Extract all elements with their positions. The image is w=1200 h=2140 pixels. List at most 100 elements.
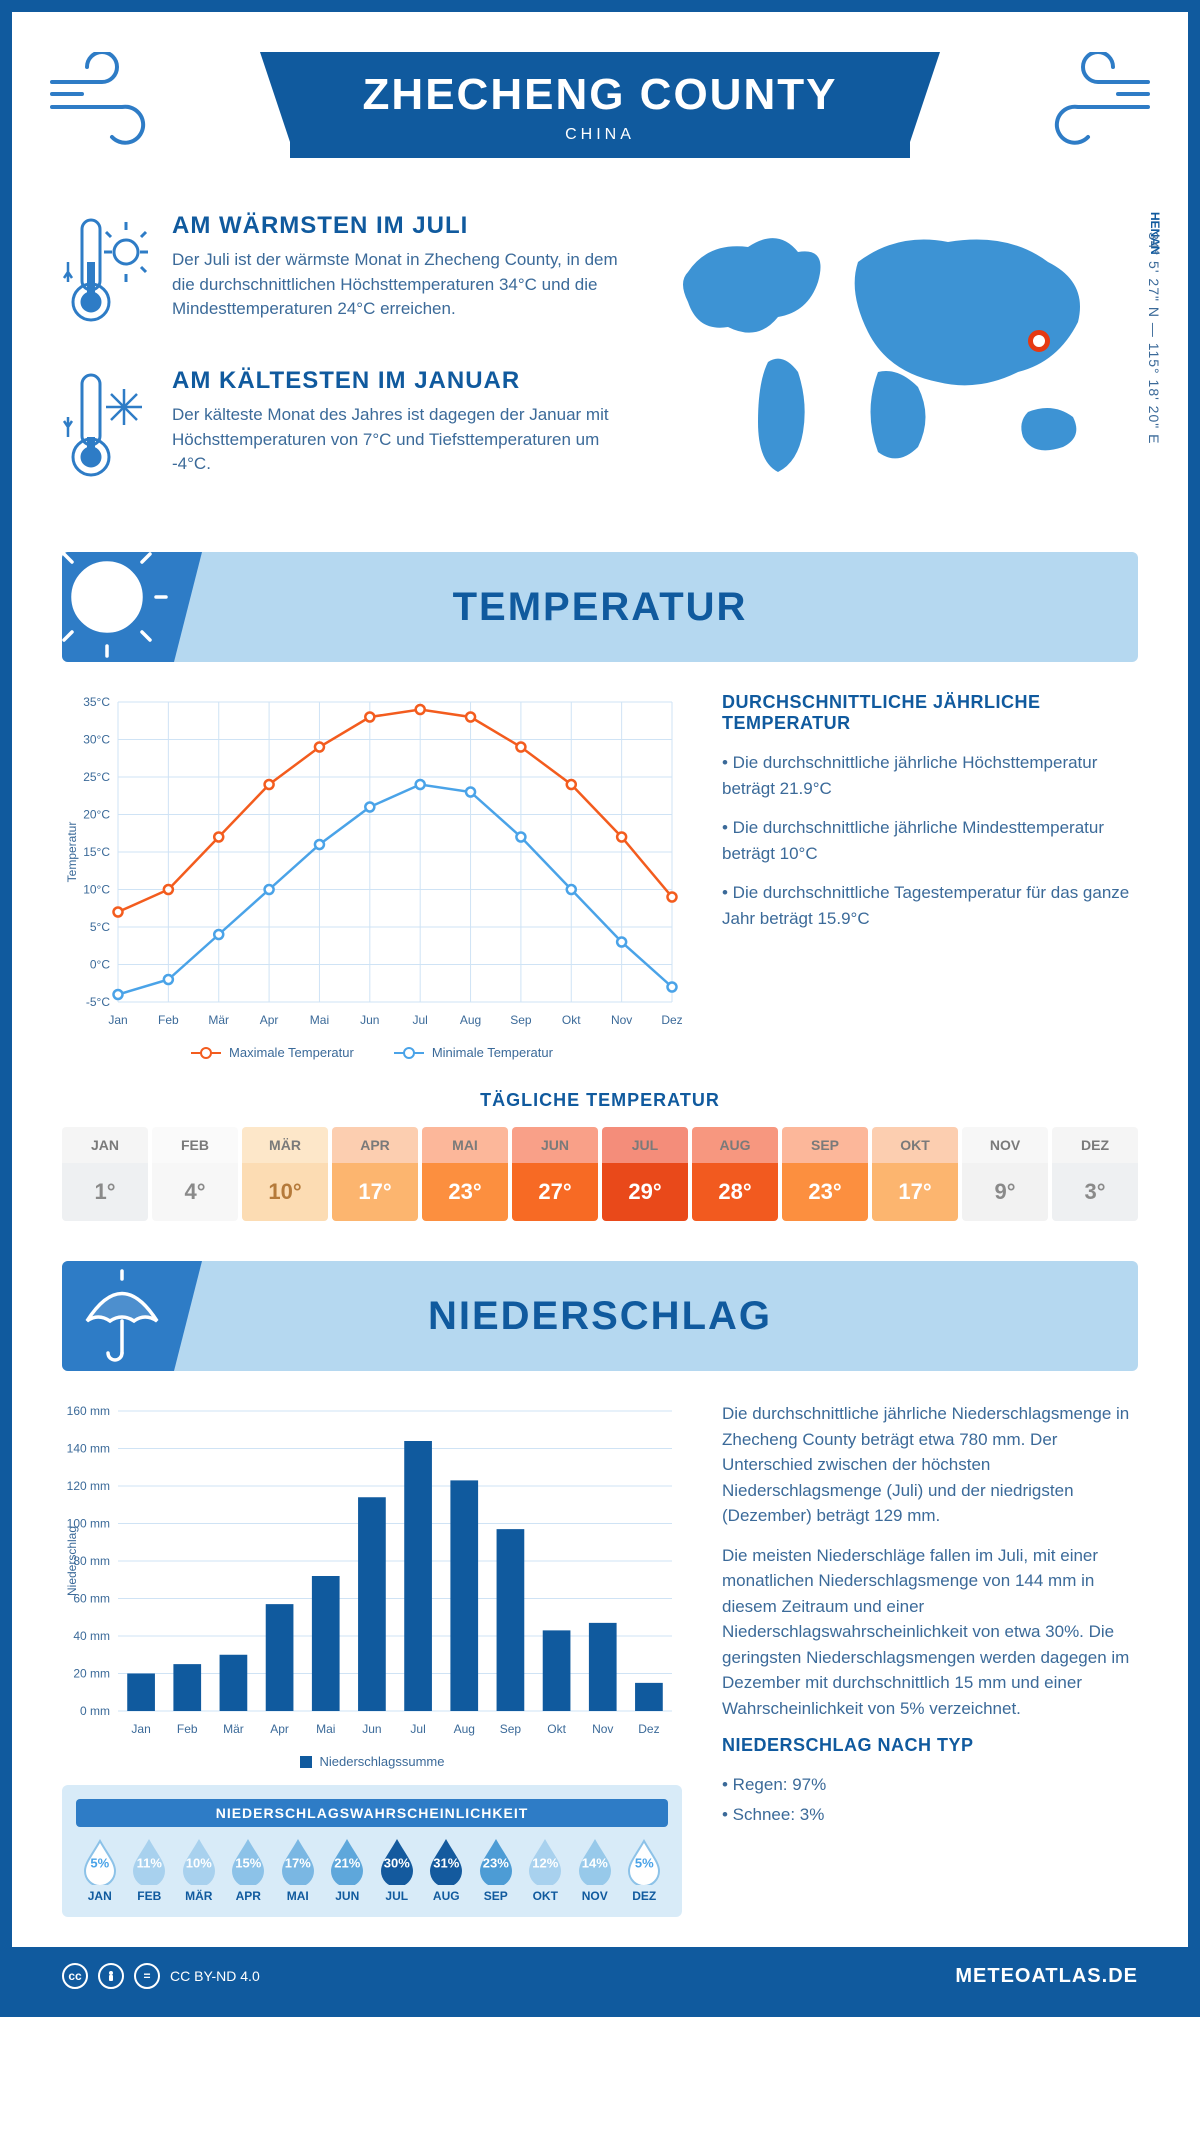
temperature-bullet: • Die durchschnittliche jährliche Mindes…	[722, 815, 1138, 866]
precip-type-title: NIEDERSCHLAG NACH TYP	[722, 1735, 1138, 1756]
temp-table-cell: JAN 1°	[62, 1127, 148, 1221]
warmest-block: AM WÄRMSTEN IM JULI Der Juli ist der wär…	[62, 212, 618, 337]
temp-table-cell: AUG 28°	[692, 1127, 778, 1221]
precip-drop: 5% JAN	[76, 1839, 124, 1903]
svg-text:Nov: Nov	[611, 1013, 632, 1027]
precipitation-chart-svg: 0 mm20 mm40 mm60 mm80 mm100 mm120 mm140 …	[62, 1401, 682, 1741]
temperature-heading: TEMPERATUR	[453, 585, 748, 630]
svg-text:Okt: Okt	[562, 1013, 581, 1027]
svg-text:40 mm: 40 mm	[73, 1629, 110, 1643]
svg-text:Temperatur: Temperatur	[65, 822, 79, 883]
precip-drop: 21% JUN	[324, 1839, 372, 1903]
svg-text:Apr: Apr	[270, 1722, 289, 1736]
precip-drop: 23% SEP	[472, 1839, 520, 1903]
svg-text:160 mm: 160 mm	[67, 1404, 110, 1418]
page-title: ZHECHENG COUNTY	[290, 70, 910, 120]
svg-text:Niederschlag: Niederschlag	[65, 1526, 79, 1596]
svg-text:Mai: Mai	[316, 1722, 335, 1736]
precip-drop: 30% JUL	[373, 1839, 421, 1903]
temperature-summary-title: DURCHSCHNITTLICHE JÄHRLICHE TEMPERATUR	[722, 692, 1138, 734]
thermometer-cold-icon	[62, 367, 152, 492]
svg-text:25°C: 25°C	[83, 770, 110, 784]
world-map	[658, 212, 1138, 492]
precip-prob-title: NIEDERSCHLAGSWAHRSCHEINLICHKEIT	[76, 1799, 668, 1827]
svg-text:Mai: Mai	[310, 1013, 329, 1027]
warmest-title: AM WÄRMSTEN IM JULI	[172, 212, 618, 240]
temp-table-cell: NOV 9°	[962, 1127, 1048, 1221]
svg-text:Dez: Dez	[638, 1722, 659, 1736]
precipitation-legend: Niederschlagssumme	[62, 1754, 682, 1769]
intro-text-column: AM WÄRMSTEN IM JULI Der Juli ist der wär…	[62, 212, 618, 522]
umbrella-icon	[62, 1261, 202, 1371]
svg-text:20 mm: 20 mm	[73, 1667, 110, 1681]
temp-table-cell: FEB 4°	[152, 1127, 238, 1221]
page-subtitle: CHINA	[290, 126, 910, 144]
daily-temp-title: TÄGLICHE TEMPERATUR	[62, 1090, 1138, 1111]
temp-table-cell: APR 17°	[332, 1127, 418, 1221]
footer: cc = CC BY-ND 4.0 METEOATLAS.DE	[12, 1947, 1188, 2005]
by-icon	[98, 1963, 124, 1989]
legend-max: Maximale Temperatur	[229, 1045, 354, 1060]
svg-text:Sep: Sep	[500, 1722, 522, 1736]
temperature-legend: Maximale Temperatur Minimale Temperatur	[62, 1045, 682, 1060]
temp-table-cell: MÄR 10°	[242, 1127, 328, 1221]
temperature-section-header: TEMPERATUR	[62, 552, 1138, 662]
svg-text:Aug: Aug	[454, 1722, 475, 1736]
svg-text:Jul: Jul	[413, 1013, 428, 1027]
temperature-row: -5°C0°C5°C10°C15°C20°C25°C30°C35°CJanFeb…	[62, 692, 1138, 1060]
svg-text:Aug: Aug	[460, 1013, 481, 1027]
svg-text:140 mm: 140 mm	[67, 1442, 110, 1456]
svg-text:Mär: Mär	[223, 1722, 244, 1736]
temp-table-cell: MAI 23°	[422, 1127, 508, 1221]
temperature-bullet: • Die durchschnittliche jährliche Höchst…	[722, 750, 1138, 801]
precip-drop: 11% FEB	[126, 1839, 174, 1903]
intro-row: AM WÄRMSTEN IM JULI Der Juli ist der wär…	[62, 212, 1138, 522]
map-pin-icon	[1028, 330, 1050, 352]
coldest-text: Der kälteste Monat des Jahres ist dagege…	[172, 403, 618, 477]
precipitation-bar-chart: 0 mm20 mm40 mm60 mm80 mm100 mm120 mm140 …	[62, 1401, 682, 1917]
precip-drop: 12% OKT	[522, 1839, 570, 1903]
temp-table-cell: SEP 23°	[782, 1127, 868, 1221]
svg-text:Apr: Apr	[260, 1013, 279, 1027]
svg-text:Mär: Mär	[208, 1013, 229, 1027]
svg-text:0 mm: 0 mm	[80, 1704, 110, 1718]
svg-text:20°C: 20°C	[83, 808, 110, 822]
thermometer-hot-icon	[62, 212, 152, 337]
coldest-title: AM KÄLTESTEN IM JANUAR	[172, 367, 618, 395]
precip-paragraph: Die durchschnittliche jährliche Niedersc…	[722, 1401, 1138, 1529]
svg-text:Dez: Dez	[661, 1013, 682, 1027]
precip-drop: 5% DEZ	[621, 1839, 669, 1903]
temp-table-cell: OKT 17°	[872, 1127, 958, 1221]
precip-drop: 15% APR	[225, 1839, 273, 1903]
svg-text:Nov: Nov	[592, 1722, 613, 1736]
svg-text:120 mm: 120 mm	[67, 1479, 110, 1493]
temp-table-cell: JUN 27°	[512, 1127, 598, 1221]
brand-label: METEOATLAS.DE	[955, 1965, 1138, 1988]
precipitation-drops-row: 5% JAN 11% FEB 10% MÄR 15% APR 1	[76, 1839, 668, 1903]
temperature-bullet: • Die durchschnittliche Tagestemperatur …	[722, 880, 1138, 931]
map-column: HENAN 34° 5' 27" N — 115° 18' 20" E	[658, 212, 1138, 522]
precip-drop: 14% NOV	[571, 1839, 619, 1903]
svg-text:0°C: 0°C	[90, 958, 110, 972]
precip-drop: 17% MAI	[274, 1839, 322, 1903]
svg-text:Sep: Sep	[510, 1013, 532, 1027]
svg-text:Feb: Feb	[158, 1013, 179, 1027]
svg-text:35°C: 35°C	[83, 695, 110, 709]
svg-text:5°C: 5°C	[90, 920, 110, 934]
license-block: cc = CC BY-ND 4.0	[62, 1963, 260, 1989]
precip-type-bullet: • Regen: 97%	[722, 1772, 1138, 1798]
daily-temp-table: JAN 1° FEB 4° MÄR 10° APR 17° MAI 23° JU…	[62, 1127, 1138, 1221]
svg-text:Jan: Jan	[108, 1013, 127, 1027]
precipitation-section-header: NIEDERSCHLAG	[62, 1261, 1138, 1371]
coldest-block: AM KÄLTESTEN IM JANUAR Der kälteste Mona…	[62, 367, 618, 492]
nd-icon: =	[134, 1963, 160, 1989]
cc-icon: cc	[62, 1963, 88, 1989]
svg-text:Okt: Okt	[547, 1722, 566, 1736]
temperature-summary: DURCHSCHNITTLICHE JÄHRLICHE TEMPERATUR •…	[722, 692, 1138, 1060]
coordinates: 34° 5' 27" N — 115° 18' 20" E	[1146, 232, 1162, 444]
license-text: CC BY-ND 4.0	[170, 1968, 260, 1984]
wind-icon	[42, 52, 162, 157]
legend-precip: Niederschlagssumme	[320, 1754, 445, 1769]
svg-text:Jan: Jan	[131, 1722, 150, 1736]
svg-text:Jun: Jun	[360, 1013, 379, 1027]
